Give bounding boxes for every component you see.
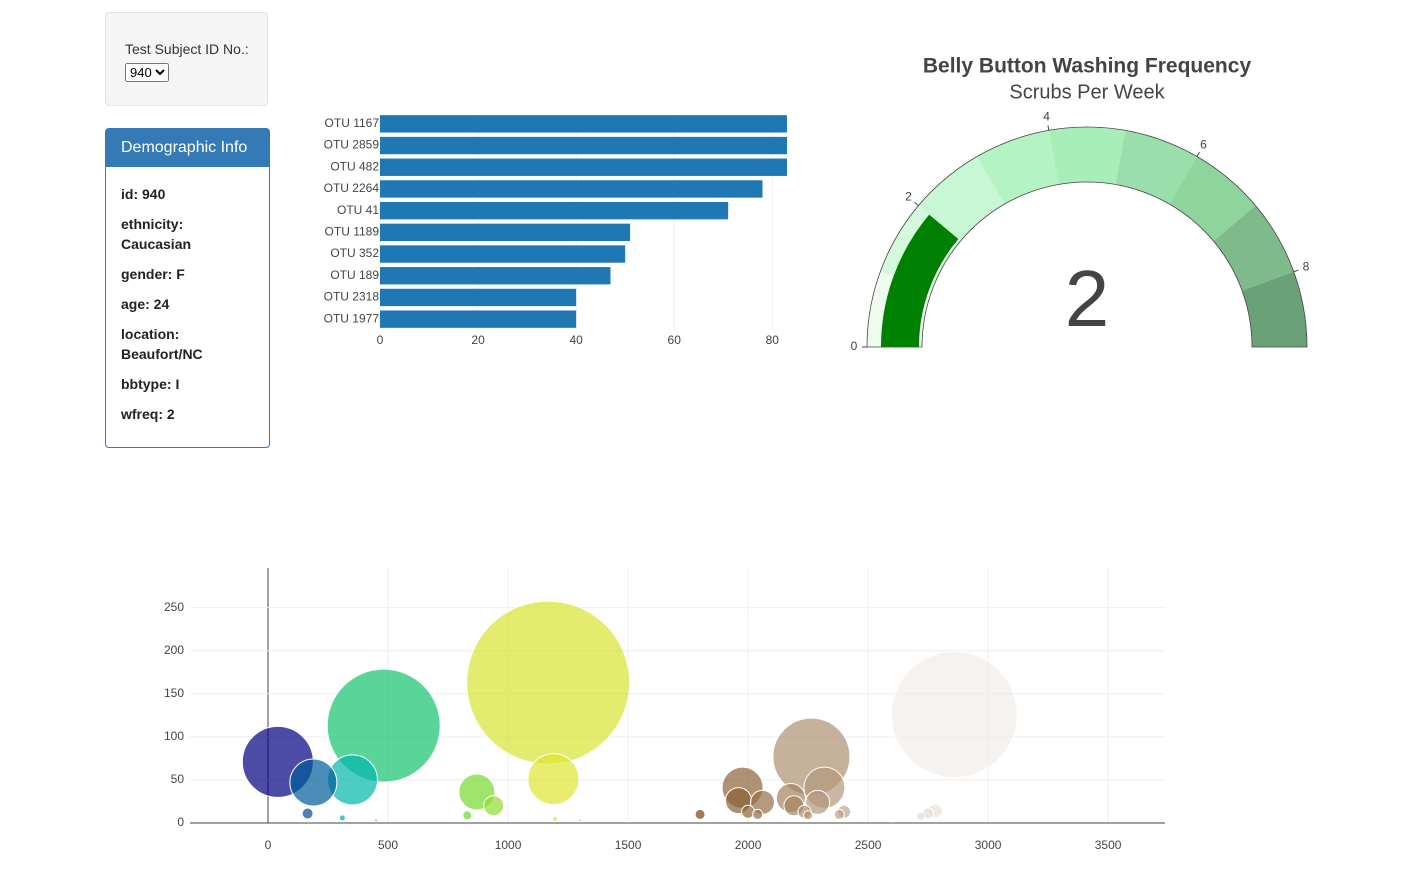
y-tick-label: OTU 2264 bbox=[324, 181, 380, 195]
demographic-panel: Demographic Info id: 940 ethnicity: Cauca… bbox=[105, 128, 270, 448]
gauge-step bbox=[1115, 130, 1197, 205]
demographic-line: ethnicity: Caucasian bbox=[121, 216, 192, 252]
bubble bbox=[466, 600, 631, 765]
gauge-step bbox=[977, 130, 1059, 205]
gauge-tick bbox=[1293, 269, 1299, 273]
demographic-line: age: 24 bbox=[121, 296, 170, 312]
y-tick-label: OTU 352 bbox=[330, 246, 379, 260]
bubble bbox=[462, 810, 473, 821]
y-tick-label: OTU 189 bbox=[330, 268, 379, 282]
bubble bbox=[626, 819, 630, 823]
gauge-tick bbox=[1196, 151, 1200, 157]
x-tick-label: 3000 bbox=[975, 838, 1002, 852]
panel-title: Demographic Info bbox=[106, 129, 269, 167]
demographic-line: bbtype: I bbox=[121, 376, 180, 392]
y-tick-label: OTU 1167 bbox=[325, 116, 380, 130]
bubble bbox=[483, 795, 505, 817]
bubble bbox=[890, 819, 894, 823]
y-tick-label: 0 bbox=[177, 815, 184, 829]
gauge-step bbox=[1242, 271, 1307, 347]
panel-body: id: 940 ethnicity: Caucasian gender: F age:… bbox=[106, 167, 269, 442]
y-tick-label: OTU 2318 bbox=[324, 290, 380, 304]
bar bbox=[380, 310, 577, 328]
y-tick-label: 200 bbox=[164, 643, 184, 657]
y-tick-label: OTU 41 bbox=[337, 203, 379, 217]
gauge-tick-label: 6 bbox=[1200, 137, 1207, 151]
bubble bbox=[916, 811, 926, 821]
gauge-tick bbox=[914, 201, 919, 206]
bar bbox=[380, 115, 787, 133]
x-tick-label: 80 bbox=[766, 333, 780, 347]
gauge-outline bbox=[866, 126, 1308, 348]
gauge-step bbox=[918, 156, 1005, 241]
x-tick-label: 500 bbox=[378, 838, 398, 852]
x-tick-label: 2500 bbox=[855, 838, 882, 852]
bar bbox=[380, 267, 611, 285]
bubble bbox=[805, 789, 831, 815]
bubble bbox=[833, 808, 845, 820]
bar bbox=[380, 136, 787, 155]
x-tick-label: 1500 bbox=[615, 838, 642, 852]
bubble bbox=[803, 810, 814, 821]
bar bbox=[380, 180, 763, 198]
gauge-tick-label: 2 bbox=[905, 189, 912, 203]
y-tick-label: 50 bbox=[171, 772, 185, 786]
demographic-line: wfreq: 2 bbox=[121, 406, 175, 422]
subject-select[interactable]: 940 bbox=[125, 63, 169, 82]
gauge-tick-label: 4 bbox=[1043, 110, 1050, 124]
bubble bbox=[578, 818, 583, 823]
bubble bbox=[374, 818, 379, 823]
bar bbox=[380, 245, 626, 263]
selector-box: Test Subject ID No.: 940 bbox=[105, 12, 268, 106]
demographic-line: location: Beaufort/NC bbox=[121, 326, 203, 362]
gauge-step bbox=[1169, 156, 1256, 241]
y-tick-label: 150 bbox=[164, 686, 184, 700]
bar bbox=[380, 158, 787, 176]
y-tick-label: 250 bbox=[164, 600, 184, 614]
x-tick-label: 0 bbox=[377, 333, 384, 347]
selector-label: Test Subject ID No.: bbox=[125, 41, 249, 57]
bubble bbox=[551, 815, 558, 822]
gauge-subtitle: Scrubs Per Week bbox=[1009, 81, 1165, 103]
gauge-tick-label: 8 bbox=[1303, 259, 1310, 273]
bubble bbox=[527, 753, 580, 806]
gauge-value: 2 bbox=[1065, 254, 1110, 343]
x-tick-label: 1000 bbox=[495, 838, 522, 852]
gauge-tick-label: 0 bbox=[851, 339, 858, 353]
bubble bbox=[938, 818, 943, 823]
bubble bbox=[289, 758, 338, 807]
y-tick-label: OTU 1189 bbox=[325, 225, 380, 239]
bar bbox=[380, 223, 631, 242]
y-tick-label: OTU 2859 bbox=[324, 138, 380, 152]
x-tick-label: 3500 bbox=[1095, 838, 1122, 852]
x-tick-label: 60 bbox=[668, 333, 682, 347]
y-tick-label: OTU 1977 bbox=[324, 311, 380, 325]
bar bbox=[380, 201, 729, 220]
bubble bbox=[326, 668, 441, 783]
demographic-line: id: 940 bbox=[121, 186, 166, 202]
gauge-step bbox=[1048, 126, 1126, 185]
bubble bbox=[890, 650, 1018, 778]
y-tick-label: OTU 482 bbox=[330, 159, 379, 173]
bubble bbox=[752, 808, 764, 820]
x-tick-label: 0 bbox=[265, 838, 272, 852]
gauge-title: Belly Button Washing Frequency bbox=[923, 55, 1252, 78]
bubble bbox=[338, 814, 346, 822]
y-tick-label: 100 bbox=[164, 729, 184, 743]
bubble bbox=[975, 810, 986, 821]
bubble bbox=[694, 808, 706, 820]
gauge-tick bbox=[1047, 125, 1050, 131]
x-tick-label: 2000 bbox=[735, 838, 762, 852]
demographic-line: gender: F bbox=[121, 266, 185, 282]
gauge-step bbox=[1213, 205, 1294, 291]
x-tick-label: 40 bbox=[569, 333, 583, 347]
bar bbox=[380, 288, 577, 307]
x-tick-label: 20 bbox=[471, 333, 485, 347]
bubble bbox=[301, 807, 314, 820]
gauge-value-bar bbox=[881, 214, 959, 347]
